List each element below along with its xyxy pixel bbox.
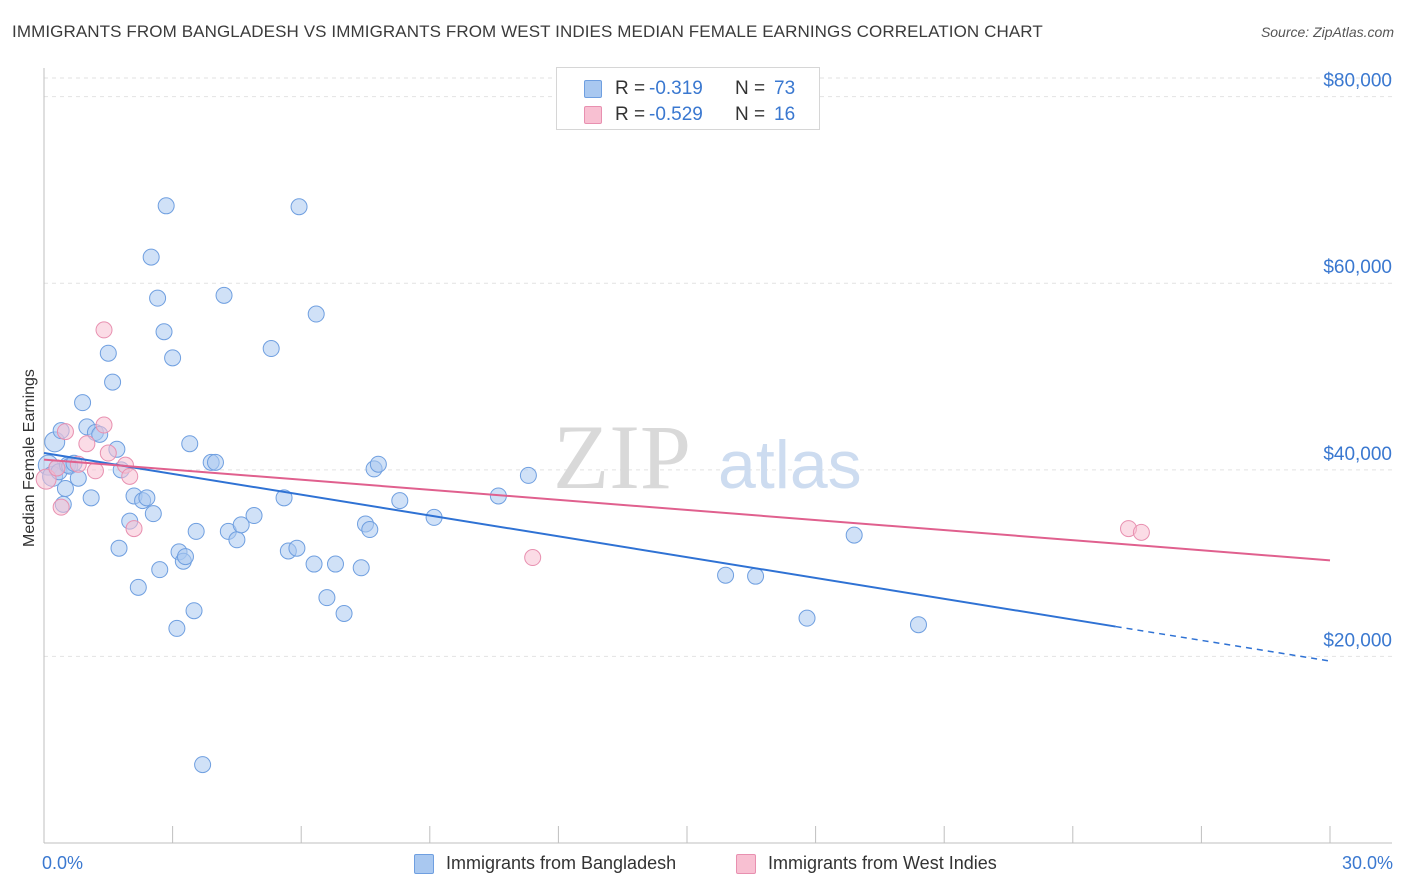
legend-label: Immigrants from Bangladesh bbox=[446, 853, 677, 873]
legend-item-west-indies[interactable]: Immigrants from West Indies bbox=[736, 852, 1036, 876]
point-bangladesh bbox=[144, 505, 162, 523]
legend-label: Immigrants from West Indies bbox=[768, 853, 997, 873]
point-bangladesh bbox=[798, 609, 816, 627]
x-tick-labels: 0.0% 30.0% bbox=[42, 853, 1393, 873]
point-bangladesh bbox=[335, 605, 353, 622]
point-bangladesh bbox=[305, 555, 323, 573]
trend-line-bangladesh-extension bbox=[1115, 625, 1331, 662]
point-bangladesh bbox=[245, 507, 263, 525]
point-bangladesh bbox=[275, 489, 293, 507]
point-bangladesh bbox=[747, 567, 765, 585]
point-bangladesh bbox=[361, 521, 379, 539]
point-bangladesh bbox=[519, 466, 537, 484]
point-bangladesh bbox=[262, 340, 280, 358]
point-west-indies bbox=[125, 520, 143, 538]
r-label: R = bbox=[615, 104, 646, 125]
y-tick-labels: $20,000 $40,000 $60,000 $80,000 bbox=[1323, 71, 1392, 652]
point-bangladesh bbox=[352, 559, 370, 577]
point-bangladesh bbox=[215, 286, 233, 304]
y-tick-label: $60,000 bbox=[1323, 257, 1392, 278]
point-west-indies bbox=[52, 498, 70, 516]
point-bangladesh bbox=[149, 289, 167, 307]
point-bangladesh bbox=[104, 373, 122, 391]
point-bangladesh bbox=[99, 344, 117, 362]
point-bangladesh bbox=[194, 756, 212, 774]
point-bangladesh bbox=[155, 323, 173, 341]
point-bangladesh bbox=[181, 435, 199, 453]
r-value: -0.319 bbox=[649, 78, 703, 99]
point-bangladesh bbox=[206, 453, 224, 471]
point-bangladesh bbox=[326, 555, 344, 573]
correlation-stats-box: R = -0.319 N = 73 R = -0.529 N = 16 bbox=[556, 67, 820, 130]
gridlines bbox=[44, 77, 1392, 657]
point-bangladesh bbox=[187, 522, 205, 540]
point-west-indies bbox=[99, 444, 117, 462]
trend-lines bbox=[43, 452, 1331, 662]
point-bangladesh bbox=[391, 492, 409, 510]
point-bangladesh bbox=[151, 561, 169, 579]
legend-swatch-bangladesh bbox=[414, 854, 434, 874]
r-label: R = bbox=[615, 78, 646, 99]
n-label: N = bbox=[735, 78, 766, 99]
n-label: N = bbox=[735, 104, 766, 125]
point-bangladesh bbox=[110, 539, 128, 557]
stats-row-west-indies: R = -0.529 N = 16 bbox=[557, 102, 819, 128]
point-west-indies bbox=[95, 321, 113, 339]
legend-item-bangladesh[interactable]: Immigrants from Bangladesh bbox=[414, 852, 714, 876]
point-bangladesh bbox=[909, 616, 927, 634]
point-bangladesh bbox=[129, 578, 147, 596]
point-west-indies bbox=[121, 467, 139, 485]
stats-swatch-west-indies bbox=[584, 106, 602, 124]
point-bangladesh bbox=[82, 489, 100, 507]
y-tick-label: $80,000 bbox=[1323, 71, 1392, 92]
point-bangladesh bbox=[185, 602, 203, 620]
trend-line-west-indies bbox=[43, 458, 1331, 562]
point-bangladesh bbox=[56, 479, 74, 497]
point-bangladesh bbox=[74, 394, 92, 412]
point-bangladesh bbox=[157, 197, 175, 215]
point-bangladesh bbox=[290, 198, 308, 216]
watermark: ZIP atlas bbox=[553, 406, 862, 508]
stats-swatch-bangladesh bbox=[584, 80, 602, 98]
n-value: 73 bbox=[774, 78, 796, 99]
point-west-indies bbox=[56, 423, 74, 441]
point-bangladesh bbox=[228, 531, 246, 549]
point-bangladesh bbox=[717, 566, 735, 584]
point-west-indies bbox=[48, 459, 66, 477]
x-tick-label: 30.0% bbox=[1342, 853, 1393, 873]
point-bangladesh bbox=[307, 305, 325, 323]
point-west-indies bbox=[86, 462, 104, 480]
chart-title: IMMIGRANTS FROM BANGLADESH VS IMMIGRANTS… bbox=[12, 22, 1043, 41]
r-value: -0.529 bbox=[649, 104, 703, 125]
y-tick-label: $20,000 bbox=[1323, 630, 1392, 651]
point-bangladesh bbox=[168, 619, 186, 637]
point-west-indies bbox=[78, 435, 96, 453]
watermark-atlas: atlas bbox=[718, 427, 862, 503]
point-west-indies bbox=[95, 416, 113, 434]
axes bbox=[43, 68, 1392, 844]
point-west-indies bbox=[524, 549, 542, 567]
point-bangladesh bbox=[232, 516, 250, 534]
point-bangladesh bbox=[369, 455, 387, 473]
point-west-indies bbox=[1132, 523, 1150, 541]
n-value: 16 bbox=[774, 104, 796, 125]
point-bangladesh bbox=[164, 349, 182, 367]
x-tick-label: 0.0% bbox=[42, 853, 83, 873]
source-label: Source: ZipAtlas.com bbox=[1260, 24, 1394, 40]
point-bangladesh bbox=[138, 489, 156, 507]
point-bangladesh bbox=[318, 589, 336, 607]
point-bangladesh bbox=[142, 248, 160, 266]
legend-swatch-west-indies bbox=[736, 854, 756, 874]
point-bangladesh bbox=[176, 548, 194, 566]
point-bangladesh bbox=[845, 526, 863, 544]
y-tick-label: $40,000 bbox=[1323, 444, 1392, 465]
stats-row-bangladesh: R = -0.319 N = 73 bbox=[557, 76, 819, 102]
trend-line-bangladesh bbox=[43, 452, 1116, 628]
watermark-zip: ZIP bbox=[553, 406, 691, 508]
point-bangladesh bbox=[288, 539, 306, 557]
